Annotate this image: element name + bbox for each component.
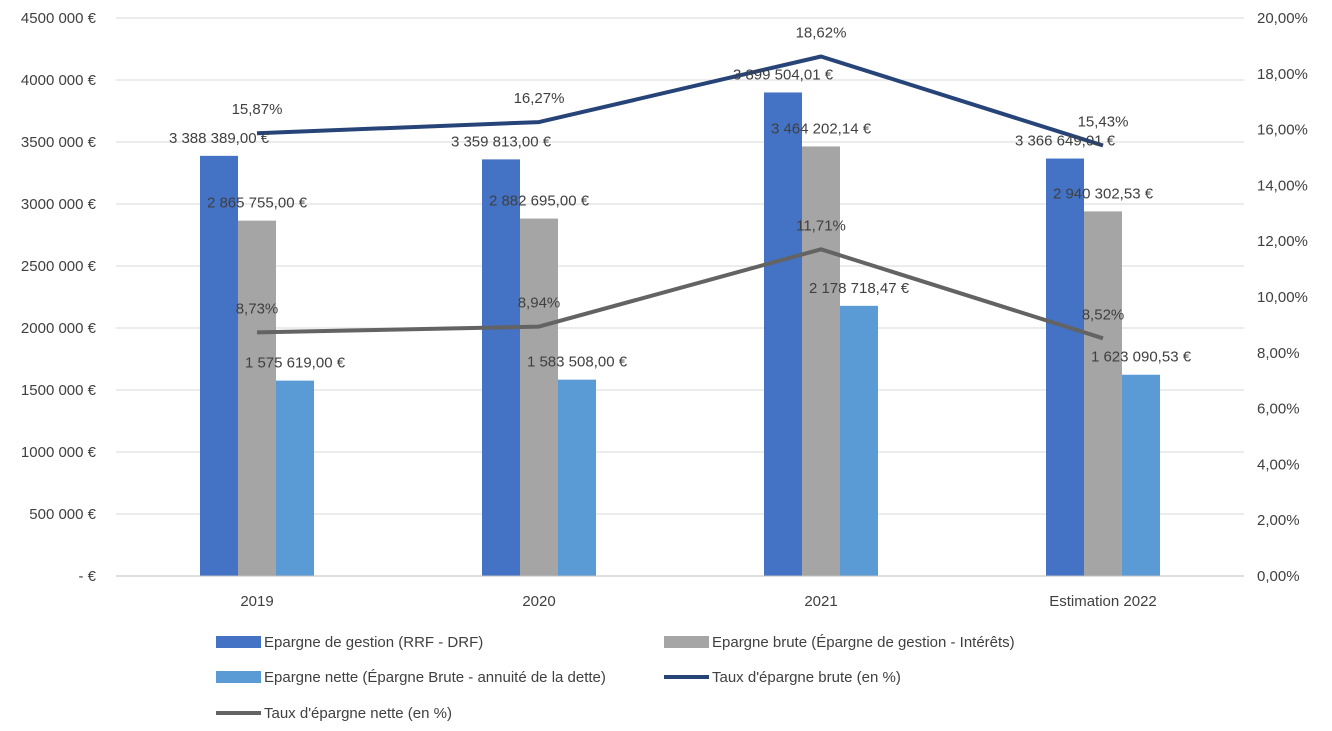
y2-axis-tick-label: 10,00%	[1257, 289, 1308, 306]
legend-label: Taux d'épargne nette (en %)	[264, 705, 452, 722]
bar	[802, 146, 840, 576]
bar	[1046, 159, 1084, 576]
legend-label: Taux d'épargne brute (en %)	[712, 669, 901, 686]
bar-data-label: 3 359 813,00 €	[451, 133, 552, 150]
x-axis-tick-label: 2019	[240, 593, 273, 610]
legend-label: Epargne de gestion (RRF - DRF)	[264, 634, 483, 651]
x-axis-tick-label: 2021	[804, 593, 837, 610]
bar-data-label: 3 899 504,01 €	[733, 66, 834, 83]
y2-axis-tick-label: 0,00%	[1257, 568, 1300, 585]
lines	[257, 56, 1103, 338]
y2-axis-tick-label: 16,00%	[1257, 122, 1308, 139]
y-axis-tick-label: 500 000 €	[29, 506, 96, 523]
y-axis-tick-label: 4500 000 €	[21, 10, 97, 27]
y2-axis-tick-label: 4,00%	[1257, 456, 1300, 473]
legend-swatch	[216, 636, 261, 648]
y2-axis-tick-label: 20,00%	[1257, 10, 1308, 27]
y-axis-tick-label: 2500 000 €	[21, 258, 97, 275]
bar	[482, 159, 520, 576]
x-axis-tick-label: 2020	[522, 593, 555, 610]
bar-data-label: 2 865 755,00 €	[207, 195, 308, 212]
y2-axis-tick-label: 12,00%	[1257, 233, 1308, 250]
bar	[520, 219, 558, 576]
x-axis-tick-label: Estimation 2022	[1049, 593, 1157, 610]
bar-data-label: 3 366 649,01 €	[1015, 133, 1116, 150]
y-axis-tick-label: 3500 000 €	[21, 134, 97, 151]
bars	[200, 92, 1160, 576]
bar	[764, 92, 802, 576]
bar	[840, 306, 878, 576]
y-axis-tick-label: 1500 000 €	[21, 382, 97, 399]
series-line	[257, 249, 1103, 338]
y-axis-tick-label: 2000 000 €	[21, 320, 97, 337]
line-data-label: 18,62%	[796, 25, 847, 42]
y2-axis-tick-label: 6,00%	[1257, 401, 1300, 418]
bar	[1084, 211, 1122, 576]
bar	[558, 380, 596, 576]
line-data-label: 8,73%	[236, 300, 279, 317]
line-data-label: 8,52%	[1082, 306, 1125, 323]
y2-axis-tick-label: 14,00%	[1257, 177, 1308, 194]
bar-data-label: 1 623 090,53 €	[1091, 349, 1192, 366]
bar-data-label: 2 178 718,47 €	[809, 280, 910, 297]
y2-axis-tick-label: 2,00%	[1257, 512, 1300, 529]
bar-data-label: 2 882 695,00 €	[489, 193, 590, 210]
series-line	[257, 57, 1103, 146]
bar-data-label: 2 940 302,53 €	[1053, 185, 1154, 202]
legend-swatch	[664, 636, 709, 648]
legend: Epargne de gestion (RRF - DRF) Epargne br…	[216, 634, 1015, 722]
bar	[238, 221, 276, 576]
bar-data-label: 3 388 389,00 €	[169, 130, 270, 147]
bar-data-label: 3 464 202,14 €	[771, 120, 872, 137]
line-data-label: 15,87%	[232, 101, 283, 118]
legend-label: Epargne nette (Épargne Brute - annuité d…	[264, 669, 606, 686]
line-data-label: 11,71%	[796, 217, 846, 234]
legend-label: Epargne brute (Épargne de gestion - Inté…	[712, 634, 1015, 651]
bar	[276, 381, 314, 576]
y-axis-tick-label: 3000 000 €	[21, 196, 97, 213]
bar-data-label: 1 575 619,00 €	[245, 355, 346, 372]
bar	[1122, 375, 1160, 576]
bar-data-label: 1 583 508,00 €	[527, 354, 628, 371]
line-data-label: 8,94%	[518, 295, 561, 312]
line-data-label: 15,43%	[1078, 114, 1129, 131]
line-data-label: 16,27%	[514, 90, 565, 107]
y-axis-tick-label: 4000 000 €	[21, 72, 97, 89]
y2-axis-tick-label: 18,00%	[1257, 66, 1308, 83]
y2-axis-tick-label: 8,00%	[1257, 345, 1300, 362]
y-axis-tick-label: 1000 000 €	[21, 444, 97, 461]
y-axis-tick-label: - €	[78, 568, 96, 585]
bar	[200, 156, 238, 576]
legend-swatch	[216, 671, 261, 683]
